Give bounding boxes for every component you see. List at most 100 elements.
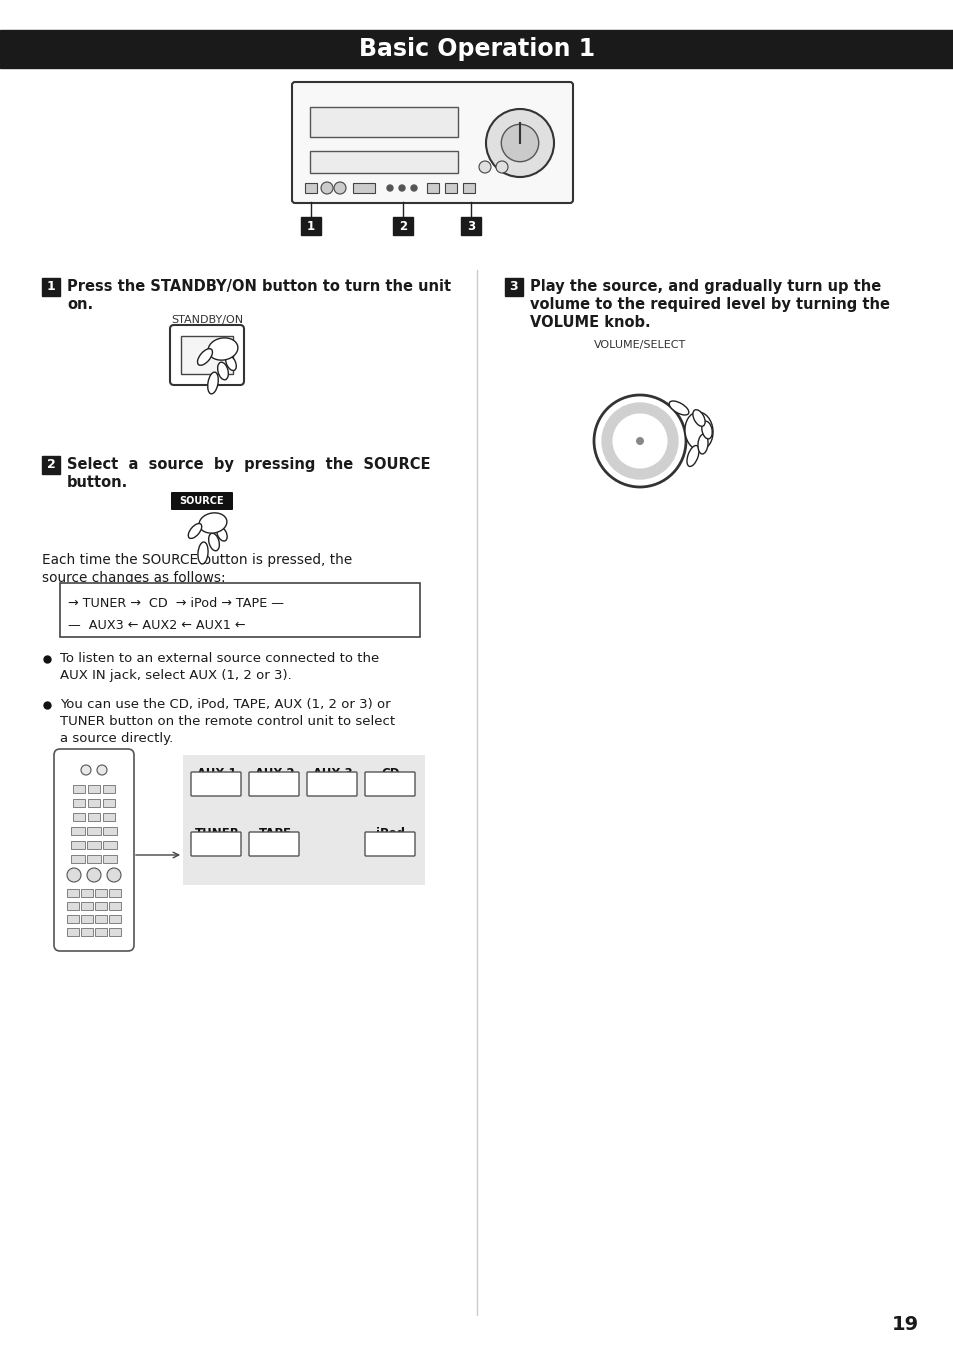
Text: → TUNER →  CD  → iPod → TAPE —: → TUNER → CD → iPod → TAPE — xyxy=(68,598,284,610)
Text: STANDBY/ON: STANDBY/ON xyxy=(171,316,243,325)
Bar xyxy=(67,915,79,923)
Bar xyxy=(81,889,92,897)
Ellipse shape xyxy=(217,363,228,380)
Text: VOLUME/SELECT: VOLUME/SELECT xyxy=(594,340,685,349)
Bar xyxy=(0,30,953,67)
Circle shape xyxy=(320,182,333,194)
FancyBboxPatch shape xyxy=(365,772,415,796)
Text: Each time the SOURCE button is pressed, the: Each time the SOURCE button is pressed, … xyxy=(42,553,352,567)
Text: on.: on. xyxy=(67,297,93,312)
Text: 3: 3 xyxy=(509,281,517,294)
Circle shape xyxy=(478,161,491,173)
Bar xyxy=(95,915,107,923)
Text: iPod: iPod xyxy=(376,827,405,840)
Circle shape xyxy=(387,185,393,192)
Bar xyxy=(103,785,115,793)
Ellipse shape xyxy=(226,356,236,371)
FancyBboxPatch shape xyxy=(170,325,244,384)
Bar xyxy=(87,827,101,835)
FancyBboxPatch shape xyxy=(365,832,415,857)
Bar xyxy=(393,217,413,235)
Bar xyxy=(462,183,475,193)
Circle shape xyxy=(636,437,643,445)
Bar xyxy=(109,928,121,936)
FancyBboxPatch shape xyxy=(54,749,133,951)
Text: VOLUME knob.: VOLUME knob. xyxy=(530,316,650,331)
Text: source changes as follows:: source changes as follows: xyxy=(42,571,226,585)
Text: Press the STANDBY/ON button to turn the unit: Press the STANDBY/ON button to turn the … xyxy=(67,279,451,294)
Bar xyxy=(103,827,117,835)
Text: Basic Operation 1: Basic Operation 1 xyxy=(358,36,595,61)
Text: 1: 1 xyxy=(307,220,314,232)
Text: AUX IN jack, select AUX (1, 2 or 3).: AUX IN jack, select AUX (1, 2 or 3). xyxy=(60,669,292,683)
FancyBboxPatch shape xyxy=(292,82,573,202)
Bar xyxy=(504,278,522,295)
Text: button.: button. xyxy=(67,475,128,490)
Bar xyxy=(71,855,85,863)
Text: To listen to an external source connected to the: To listen to an external source connecte… xyxy=(60,652,379,665)
Bar xyxy=(73,785,85,793)
Bar xyxy=(103,813,115,822)
Bar xyxy=(67,889,79,897)
Bar xyxy=(81,902,92,911)
Circle shape xyxy=(500,124,538,162)
Text: 2: 2 xyxy=(47,459,55,472)
Bar xyxy=(87,855,101,863)
Bar xyxy=(88,785,100,793)
Ellipse shape xyxy=(684,411,712,451)
Ellipse shape xyxy=(216,527,227,541)
Circle shape xyxy=(81,765,91,774)
Text: TUNER button on the remote control unit to select: TUNER button on the remote control unit … xyxy=(60,715,395,728)
Bar xyxy=(67,928,79,936)
Bar xyxy=(42,278,60,295)
FancyBboxPatch shape xyxy=(191,772,241,796)
Bar xyxy=(109,902,121,911)
Circle shape xyxy=(485,109,554,177)
FancyBboxPatch shape xyxy=(191,832,241,857)
Bar xyxy=(73,799,85,807)
Bar xyxy=(305,183,316,193)
FancyBboxPatch shape xyxy=(249,832,298,857)
Text: AUX 3: AUX 3 xyxy=(313,768,353,780)
Circle shape xyxy=(67,867,81,882)
Text: 2: 2 xyxy=(398,220,407,232)
Circle shape xyxy=(606,407,673,473)
Bar xyxy=(81,915,92,923)
Ellipse shape xyxy=(698,434,707,455)
Ellipse shape xyxy=(209,533,219,550)
Bar xyxy=(88,813,100,822)
Bar xyxy=(427,183,438,193)
Ellipse shape xyxy=(701,421,712,438)
Bar xyxy=(444,183,456,193)
Bar xyxy=(183,755,424,885)
Circle shape xyxy=(496,161,507,173)
Ellipse shape xyxy=(208,372,218,394)
Text: 1: 1 xyxy=(47,281,55,294)
Text: Play the source, and gradually turn up the: Play the source, and gradually turn up t… xyxy=(530,279,881,294)
Bar xyxy=(103,799,115,807)
Bar xyxy=(95,889,107,897)
Circle shape xyxy=(107,867,121,882)
Bar xyxy=(67,902,79,911)
Bar xyxy=(71,827,85,835)
FancyBboxPatch shape xyxy=(171,492,233,510)
Text: 19: 19 xyxy=(890,1315,918,1334)
Text: a source directly.: a source directly. xyxy=(60,733,173,745)
Circle shape xyxy=(334,182,346,194)
Bar xyxy=(71,840,85,849)
Bar xyxy=(310,151,457,173)
Bar xyxy=(109,915,121,923)
Ellipse shape xyxy=(668,401,688,415)
Ellipse shape xyxy=(686,445,699,467)
Ellipse shape xyxy=(188,523,201,538)
Ellipse shape xyxy=(692,410,704,426)
FancyBboxPatch shape xyxy=(249,772,298,796)
Bar xyxy=(460,217,480,235)
Text: TUNER: TUNER xyxy=(194,827,239,840)
Text: TAPE: TAPE xyxy=(258,827,292,840)
Ellipse shape xyxy=(197,542,208,564)
Circle shape xyxy=(411,185,416,192)
Circle shape xyxy=(594,395,685,487)
Bar xyxy=(95,928,107,936)
Text: 3: 3 xyxy=(466,220,475,232)
